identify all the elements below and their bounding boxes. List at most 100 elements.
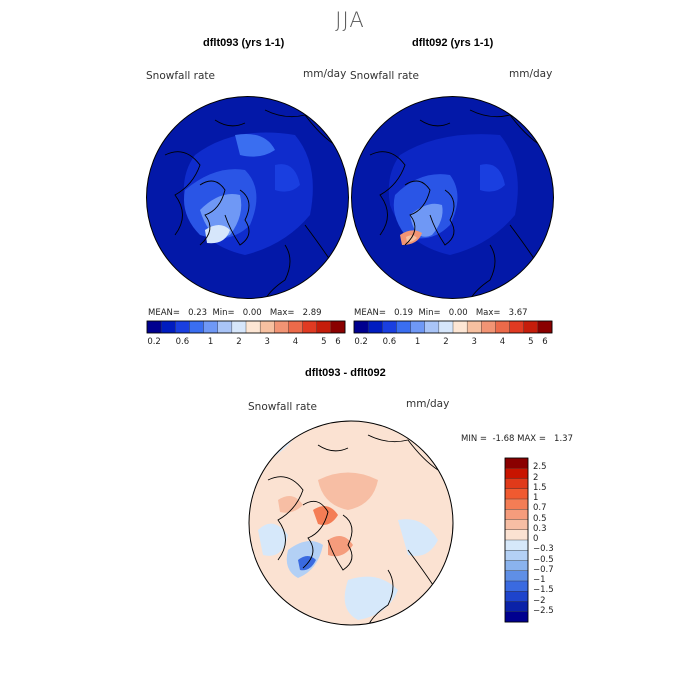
colorbar-tick-label: 6	[542, 337, 548, 347]
colorbar-tick-label: 4	[292, 337, 299, 347]
colorbar-tick-label: 1.5	[533, 482, 547, 493]
colorbar-swatch	[523, 320, 539, 334]
colorbar-tick-label: 0.2	[354, 337, 368, 347]
polar-map-difference	[248, 420, 454, 626]
colorbar-swatch	[259, 320, 275, 334]
colorbar-swatch	[288, 320, 304, 334]
colorbar-swatch	[203, 320, 219, 334]
colorbar-swatch	[146, 320, 162, 334]
colorbar-tick-label: 0.7	[533, 503, 547, 514]
colorbar-tick-label: 2	[443, 337, 449, 347]
colorbar-swatch	[495, 320, 511, 334]
colorbar-swatch	[504, 601, 529, 613]
neg-region-4	[344, 576, 398, 620]
high-snow-peach	[406, 235, 417, 243]
colorbar-swatch	[504, 488, 529, 500]
colorbar-tick-label: 1	[207, 337, 214, 347]
panel-title-dflt093: dflt093 (yrs 1-1)	[203, 37, 285, 49]
colorbar-tick-label: 0.6	[382, 337, 397, 347]
colorbar-outline	[504, 457, 529, 623]
colorbar-tick-label: 5	[528, 337, 534, 347]
colorbar-tick-label: 4	[499, 337, 506, 347]
colorbar-swatch	[504, 591, 529, 603]
pos-region-1	[318, 472, 378, 510]
colorbar-outline	[146, 320, 346, 334]
colorbar-tick-label: −0.5	[533, 554, 554, 565]
colorbar-ticks-dflt093: 0.2 0.6 1 2 3 4 5 6	[147, 337, 345, 349]
colorbar-swatch	[504, 468, 529, 480]
colorbar-outline	[353, 320, 553, 334]
colorbar-swatch	[537, 320, 553, 334]
colorbar-tick-label: −0.7	[533, 564, 554, 575]
colorbar-tick-label: 0.2	[147, 337, 161, 347]
colorbar-tick-label: 3	[471, 337, 477, 347]
map-border	[146, 96, 349, 299]
colorbar-swatch	[504, 560, 529, 572]
colorbar-tick-label: 3	[264, 337, 270, 347]
colorbar-tick-label: −2.5	[533, 605, 554, 616]
variable-label-1: Snowfall rate	[146, 70, 215, 82]
coastlines	[267, 434, 439, 625]
diff-variable-label: Snowfall rate	[248, 401, 317, 413]
colorbar-dflt092	[353, 320, 553, 334]
colorbar-swatch	[466, 320, 482, 334]
neg-region-2	[258, 523, 288, 556]
colorbar-ticks-dflt092: 0.2 0.6 1 2 3 4 5 6	[354, 337, 552, 349]
polar-map-dflt092	[351, 96, 554, 299]
colorbar-swatch	[231, 320, 247, 334]
colorbar-swatch	[217, 320, 233, 334]
arctic-snow	[235, 134, 275, 157]
siberia-snow	[480, 164, 505, 192]
colorbar-swatch	[504, 498, 529, 510]
colorbar-swatch	[367, 320, 383, 334]
units-label-2: mm/day	[509, 68, 553, 80]
colorbar-swatch	[504, 529, 529, 541]
colorbar-swatch	[410, 320, 426, 334]
colorbar-swatch	[481, 320, 496, 334]
colorbar-swatch	[424, 320, 440, 334]
colorbar-swatch	[316, 320, 332, 334]
colorbar-tick-label: 0	[533, 534, 539, 544]
colorbar-tick-label: 0.5	[533, 513, 547, 524]
neg-region-5	[398, 519, 438, 556]
diff-min-max: MIN = -1.68 MAX = 1.37	[461, 434, 573, 444]
colorbar-tick-label: 1	[414, 337, 421, 347]
colorbar-tick-label: 6	[335, 337, 341, 347]
colorbar-swatch	[274, 320, 289, 334]
colorbar-difference	[504, 457, 529, 623]
colorbar-swatch	[452, 320, 468, 334]
colorbar-tick-label: 0.6	[175, 337, 190, 347]
colorbar-swatch	[504, 457, 529, 469]
colorbar-tick-label: 0.3	[533, 523, 547, 534]
colorbar-tick-label: 5	[321, 337, 327, 347]
colorbar-swatch	[438, 320, 454, 334]
siberia-snow	[275, 164, 300, 192]
colorbar-tick-label: −0.3	[533, 544, 554, 555]
colorbar-swatch	[382, 320, 397, 334]
neg-strong	[298, 556, 316, 571]
colorbar-swatch	[330, 320, 346, 334]
colorbar-swatch	[504, 519, 529, 531]
diff-units-label: mm/day	[406, 398, 450, 410]
colorbar-tick-label: 2	[236, 337, 242, 347]
colorbar-swatch	[353, 320, 369, 334]
colorbar-ticks-difference: 2.5 2 1.5 1 0.7 0.5 0.3 0 −0.3 −0.5 −0.7 −1 −1.5 −2 −2…	[533, 458, 593, 622]
pos-region-4	[278, 496, 303, 513]
colorbar-swatch	[504, 509, 529, 521]
colorbar-tick-label: −2	[533, 595, 546, 606]
colorbar-swatch	[302, 320, 318, 334]
map-border	[248, 420, 454, 626]
colorbar-tick-label: −1.5	[533, 585, 554, 596]
colorbar-swatch	[504, 570, 529, 582]
colorbar-tick-label: 2.5	[533, 462, 547, 473]
high-snow-2	[205, 225, 230, 244]
pos-region-2	[313, 506, 338, 525]
colorbar-tick-label: 1	[533, 493, 539, 503]
stats-dflt093: MEAN= 0.23 Min= 0.00 Max= 2.89	[148, 308, 322, 318]
map-border	[351, 96, 554, 299]
colorbar-tick-label: 2	[533, 472, 539, 483]
colorbar-dflt093	[146, 320, 346, 334]
colorbar-swatch	[504, 478, 529, 490]
polar-map-dflt093	[146, 96, 349, 299]
variable-label-2: Snowfall rate	[350, 70, 419, 82]
